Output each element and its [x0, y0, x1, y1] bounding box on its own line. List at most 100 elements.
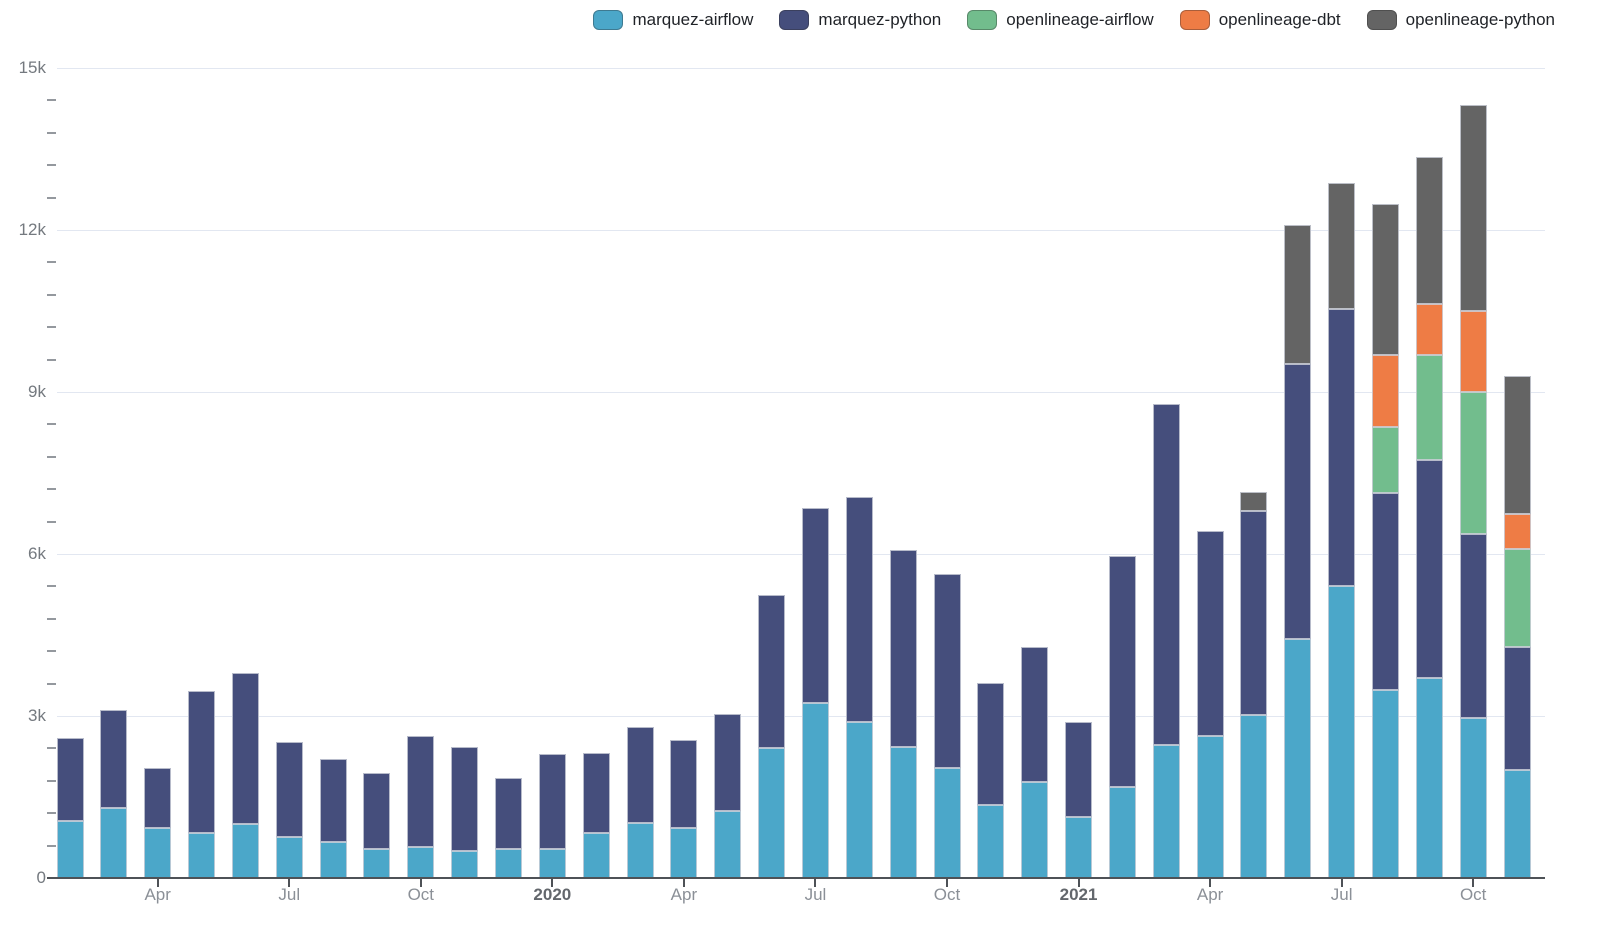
bar-segment-marquez-airflow[interactable] [845, 721, 873, 878]
bar-segment-marquez-airflow[interactable] [977, 805, 1005, 878]
bar-segment-marquez-python[interactable] [977, 683, 1005, 806]
bar-segment-marquez-airflow[interactable] [319, 841, 347, 878]
bar-segment-marquez-airflow[interactable] [363, 848, 391, 878]
bar-segment-marquez-airflow[interactable] [538, 848, 566, 878]
y-minor-tick [47, 844, 56, 847]
y-axis-label: 6k [28, 544, 46, 563]
bar-segment-marquez-python[interactable] [451, 746, 479, 851]
bar-segment-marquez-airflow[interactable] [1415, 678, 1443, 878]
bar-segment-marquez-python[interactable] [319, 759, 347, 842]
x-tick [156, 879, 159, 887]
bar-segment-openlineage-python[interactable] [1459, 105, 1487, 311]
legend-item-openlineage-airflow[interactable]: openlineage-airflow [967, 10, 1154, 30]
bar-segment-marquez-airflow[interactable] [407, 847, 435, 878]
bar-segment-marquez-python[interactable] [1284, 363, 1312, 639]
bar-segment-openlineage-airflow[interactable] [1459, 392, 1487, 535]
bar-segment-marquez-airflow[interactable] [1240, 714, 1268, 878]
bar-segment-marquez-python[interactable] [1021, 646, 1049, 782]
bar-segment-marquez-airflow[interactable] [188, 833, 216, 878]
bar-segment-marquez-python[interactable] [1108, 556, 1136, 787]
bar-segment-openlineage-airflow[interactable] [1415, 354, 1443, 461]
bar-segment-marquez-airflow[interactable] [1284, 638, 1312, 878]
legend-item-marquez-airflow[interactable]: marquez-airflow [593, 10, 753, 30]
bar-segment-marquez-python[interactable] [801, 508, 829, 704]
bar-segment-marquez-airflow[interactable] [144, 827, 172, 878]
bar-segment-marquez-python[interactable] [538, 753, 566, 849]
bar-segment-marquez-python[interactable] [1152, 403, 1180, 746]
bar-segment-openlineage-python[interactable] [1415, 157, 1443, 304]
bar-segment-marquez-airflow[interactable] [1065, 816, 1093, 878]
bar-segment-marquez-python[interactable] [933, 573, 961, 768]
bar-segment-marquez-airflow[interactable] [100, 807, 128, 878]
legend-item-openlineage-python[interactable]: openlineage-python [1366, 10, 1555, 30]
bar-segment-marquez-python[interactable] [363, 773, 391, 849]
bar-segment-openlineage-airflow[interactable] [1372, 427, 1399, 493]
bar-segment-marquez-python[interactable] [1415, 460, 1443, 679]
bar-segment-openlineage-python[interactable] [1372, 204, 1399, 355]
x-axis-label: 2020 [533, 885, 572, 904]
bar-segment-marquez-airflow[interactable] [801, 703, 829, 878]
bar-segment-marquez-airflow[interactable] [451, 851, 479, 878]
bar-segment-openlineage-dbt[interactable] [1372, 354, 1399, 428]
bar-segment-marquez-airflow[interactable] [1196, 735, 1224, 878]
bar-segment-marquez-python[interactable] [275, 741, 303, 837]
bar-segment-marquez-airflow[interactable] [670, 827, 698, 878]
bar-segment-marquez-python[interactable] [1196, 531, 1224, 736]
bar-segment-marquez-python[interactable] [1065, 721, 1093, 817]
bar-segment-openlineage-python[interactable] [1328, 183, 1356, 309]
y-minor-tick [47, 812, 56, 815]
bar-segment-openlineage-dbt[interactable] [1503, 514, 1531, 550]
bar-segment-marquez-airflow[interactable] [933, 767, 961, 878]
bar-segment-marquez-python[interactable] [626, 726, 654, 823]
bar-segment-marquez-airflow[interactable] [889, 746, 917, 878]
bar-segment-marquez-python[interactable] [1328, 308, 1356, 586]
bar-segment-openlineage-dbt[interactable] [1459, 311, 1487, 392]
legend-item-marquez-python[interactable]: marquez-python [779, 10, 941, 30]
bar-segment-marquez-airflow[interactable] [1152, 745, 1180, 878]
bar-segment-marquez-python[interactable] [495, 778, 522, 849]
bar-segment-openlineage-dbt[interactable] [1415, 304, 1443, 355]
gridline-6k [57, 554, 1545, 555]
bar-segment-marquez-python[interactable] [1372, 493, 1399, 691]
bar-segment-openlineage-python[interactable] [1284, 225, 1312, 364]
bar-segment-marquez-airflow[interactable] [1372, 690, 1399, 878]
bar-segment-marquez-python[interactable] [714, 713, 742, 812]
bar-segment-marquez-airflow[interactable] [1328, 585, 1356, 878]
bar-segment-openlineage-python[interactable] [1503, 375, 1531, 515]
bar-segment-marquez-airflow[interactable] [714, 811, 742, 878]
bar-segment-marquez-python[interactable] [231, 672, 259, 824]
chart-legend: marquez-airflow marquez-python openlineage… [0, 10, 1555, 30]
bar-segment-marquez-airflow[interactable] [1108, 786, 1136, 878]
legend-item-openlineage-dbt[interactable]: openlineage-dbt [1179, 10, 1341, 30]
bar-segment-openlineage-airflow[interactable] [1503, 549, 1531, 647]
bar-segment-marquez-python[interactable] [1240, 510, 1268, 715]
bar-segment-marquez-python[interactable] [1503, 646, 1531, 770]
bar-segment-marquez-python[interactable] [56, 737, 84, 822]
bar-segment-openlineage-python[interactable] [1240, 491, 1268, 511]
bar-segment-marquez-airflow[interactable] [1503, 770, 1531, 878]
bar-segment-marquez-airflow[interactable] [582, 833, 610, 878]
bar-segment-marquez-airflow[interactable] [626, 822, 654, 878]
bar-segment-marquez-airflow[interactable] [56, 821, 84, 878]
bar-segment-marquez-airflow[interactable] [758, 747, 786, 878]
bar-segment-marquez-python[interactable] [1459, 534, 1487, 719]
bar-segment-marquez-python[interactable] [144, 767, 172, 828]
bar-segment-marquez-python[interactable] [889, 550, 917, 747]
bar-segment-marquez-airflow[interactable] [1459, 718, 1487, 878]
bar-segment-marquez-airflow[interactable] [231, 824, 259, 878]
bar-segment-marquez-python[interactable] [845, 496, 873, 722]
bar-segment-marquez-airflow[interactable] [275, 836, 303, 878]
bar-segment-marquez-python[interactable] [582, 753, 610, 834]
bar-segment-marquez-airflow[interactable] [495, 848, 522, 878]
x-tick [946, 879, 948, 887]
x-tick [551, 879, 554, 887]
bar-segment-marquez-python[interactable] [670, 739, 698, 828]
bar-segment-marquez-python[interactable] [100, 710, 128, 808]
gridline-15k [57, 68, 1545, 69]
bar-segment-marquez-python[interactable] [758, 595, 786, 748]
bar-segment-marquez-python[interactable] [188, 691, 216, 834]
gridline-9k [57, 392, 1545, 393]
legend-label: openlineage-dbt [1218, 10, 1341, 29]
bar-segment-marquez-airflow[interactable] [1021, 781, 1049, 878]
bar-segment-marquez-python[interactable] [407, 736, 435, 848]
